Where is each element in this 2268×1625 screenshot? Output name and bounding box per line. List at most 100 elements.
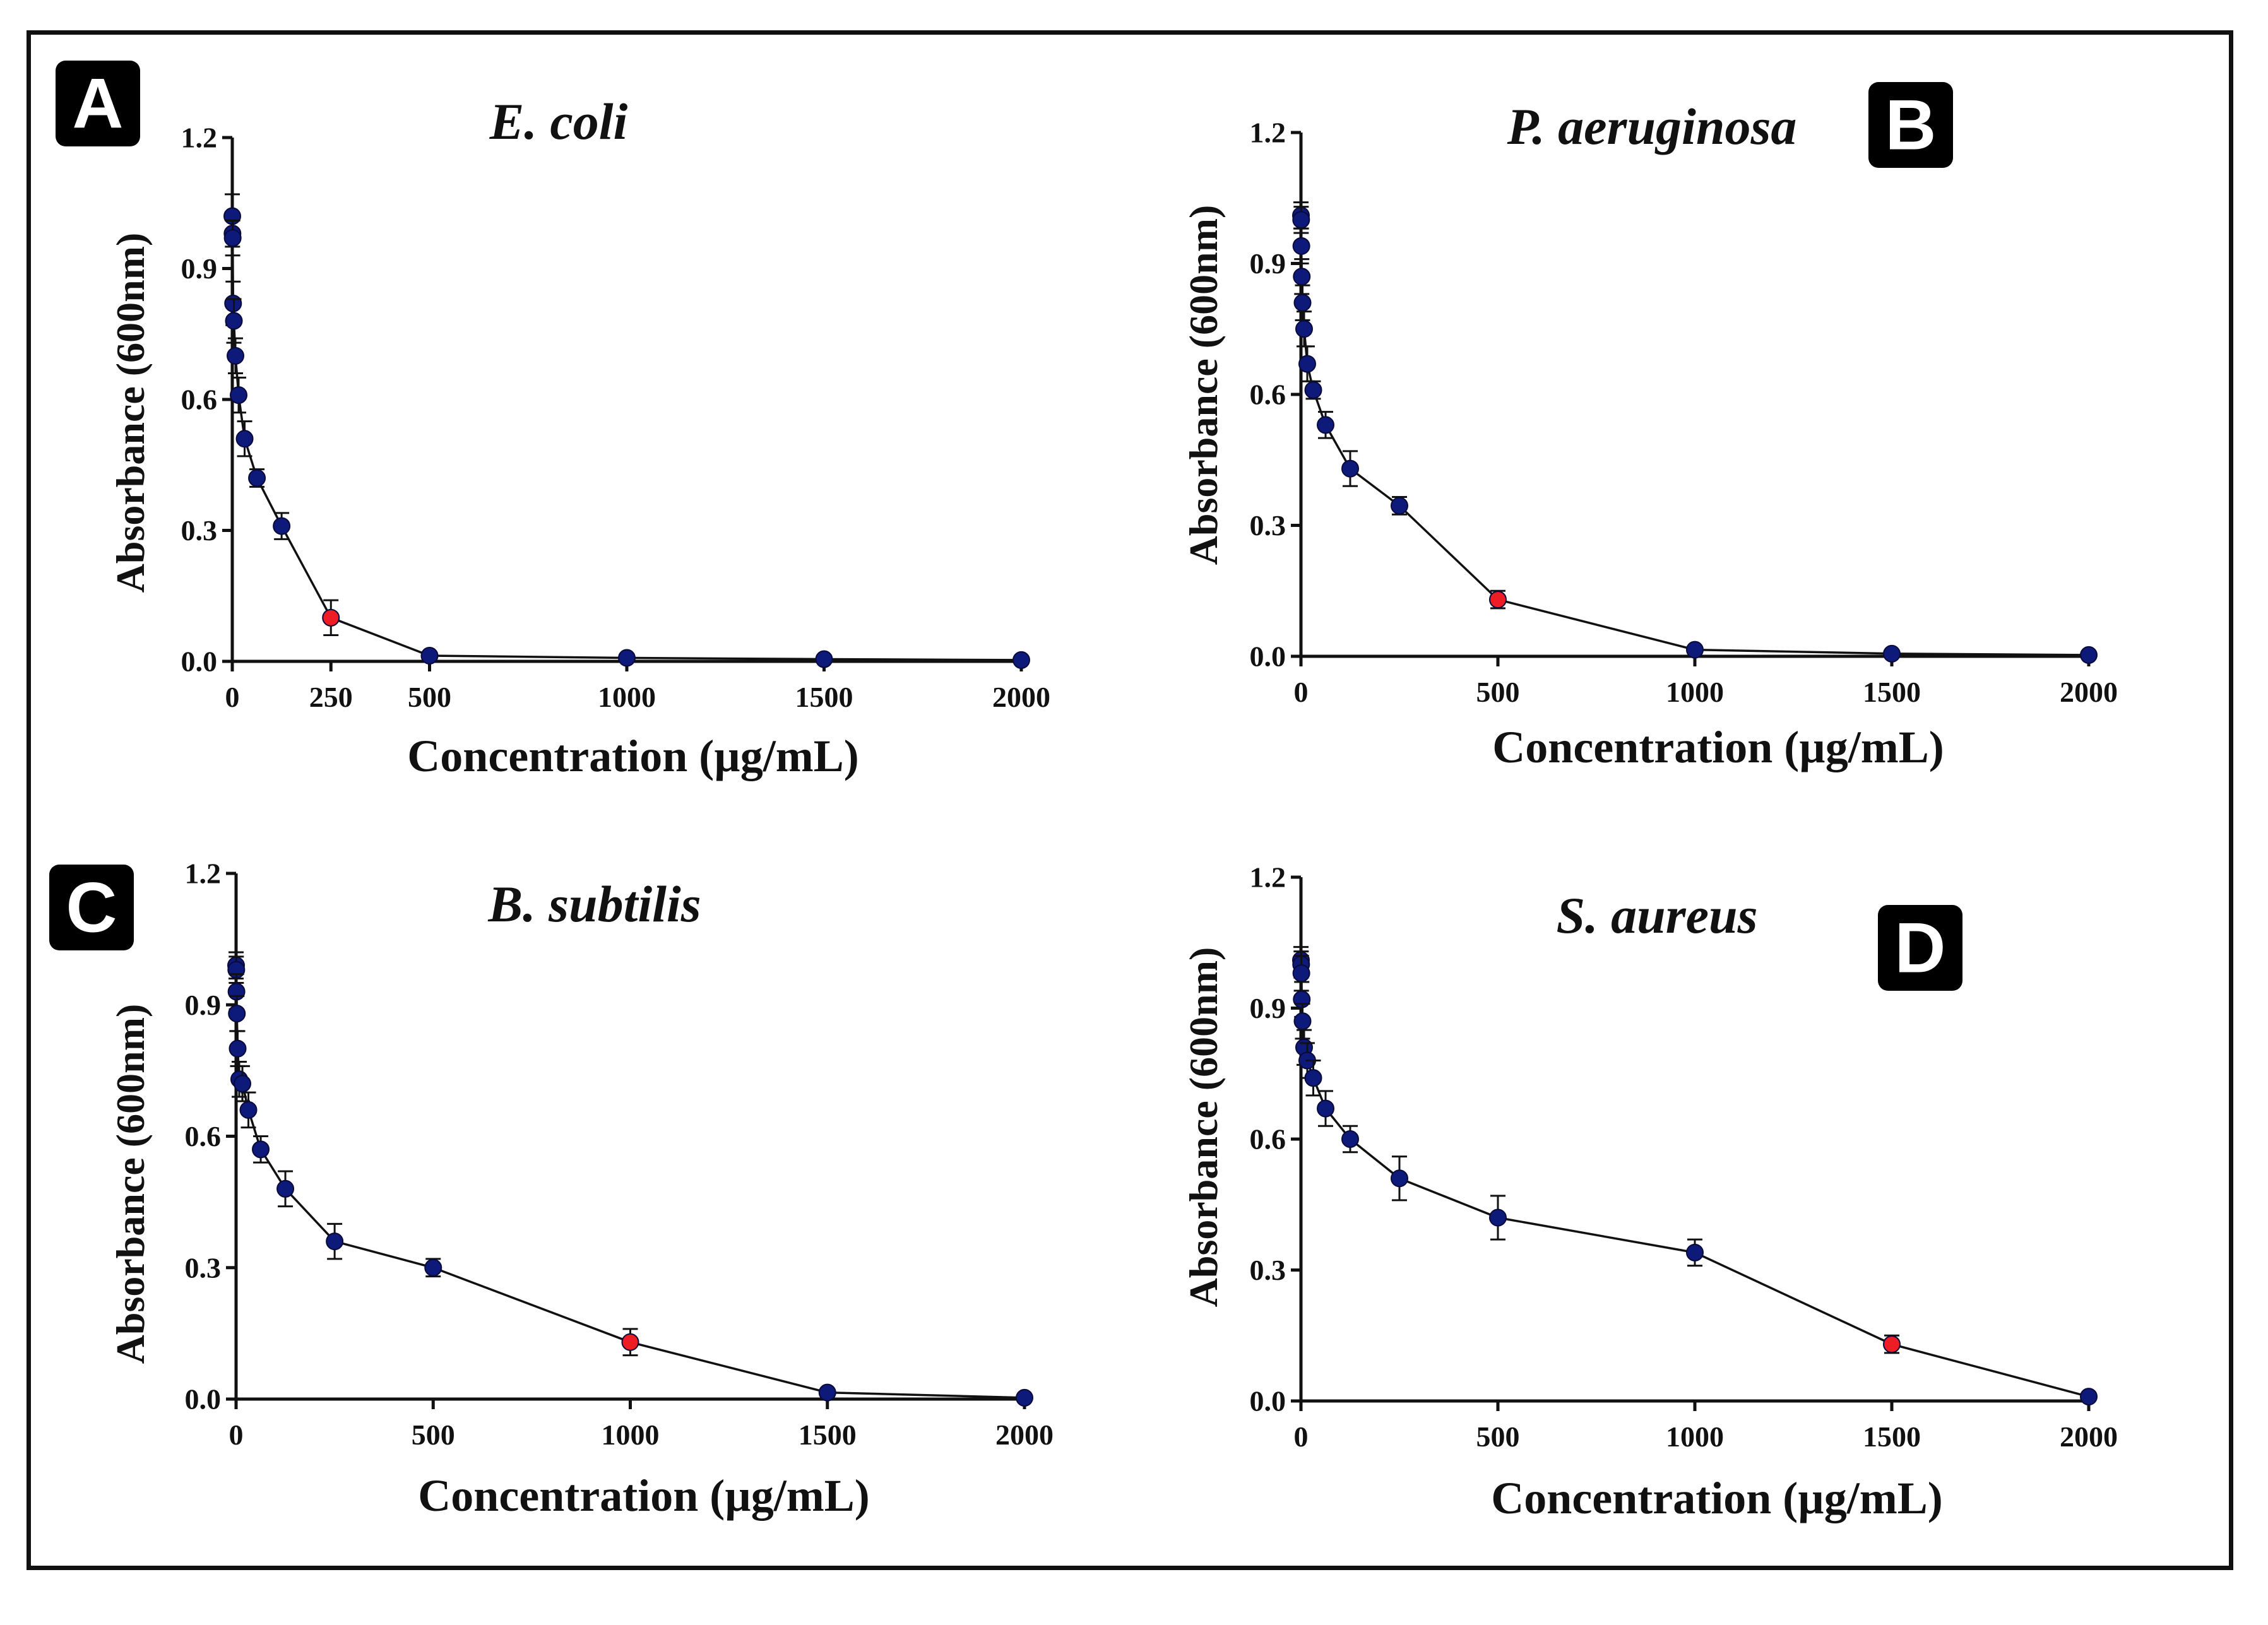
panel-a-xlabel: Concentration (µg/mL) bbox=[407, 731, 858, 781]
panel-b: B P. aeruginosa Concentration (µg/mL) Ab… bbox=[1181, 82, 2118, 772]
panel-a-series-line bbox=[231, 216, 1022, 661]
panel-d-data-point bbox=[1304, 1069, 1322, 1087]
panel-c-xtick-label: 2000 bbox=[995, 1419, 1054, 1451]
panel-b-data-point bbox=[1293, 293, 1312, 312]
figure-frame bbox=[27, 30, 2233, 1570]
panel-a-ytick-label: 0.9 bbox=[181, 252, 218, 285]
panel-b-badge-label: B bbox=[1885, 86, 1937, 165]
panel-a-title: E. coli bbox=[489, 93, 628, 150]
panel-c: C B. subtilis Concentration (µg/mL) Abso… bbox=[49, 858, 1054, 1521]
panel-a-ytick-label: 0.6 bbox=[181, 384, 218, 416]
panel-c-ytick-label: 0.0 bbox=[185, 1383, 222, 1415]
panel-b-data-point bbox=[1292, 237, 1310, 255]
panel-d-data-point bbox=[1686, 1243, 1704, 1262]
panel-c-xtick-label: 0 bbox=[229, 1419, 244, 1451]
panel-c-ylabel: Absorbance (600nm) bbox=[108, 1004, 153, 1364]
panel-a-data-point bbox=[225, 312, 243, 330]
panel-a-ylabel: Absorbance (600nm) bbox=[108, 233, 153, 593]
panel-d-ytick-label: 0.0 bbox=[1250, 1385, 1286, 1417]
panel-c-ytick-label: 0.6 bbox=[185, 1120, 222, 1152]
panel-b-data-point bbox=[2080, 646, 2098, 664]
panel-d-data-point bbox=[1391, 1169, 1408, 1188]
panel-d-series-line bbox=[1300, 960, 2089, 1398]
panel-b-mic-point bbox=[1489, 591, 1507, 609]
panel-d-data-point bbox=[1293, 1012, 1312, 1031]
panel-b-series-line bbox=[1300, 215, 2089, 656]
panel-d-data-point bbox=[1489, 1208, 1507, 1227]
panel-a-xtick-label: 0 bbox=[225, 681, 240, 713]
panel-b-xtick-label: 1000 bbox=[1666, 676, 1724, 708]
panel-a-badge bbox=[56, 61, 140, 146]
panel-a-xtick-label: 500 bbox=[408, 681, 451, 713]
panel-d-xtick-label: 0 bbox=[1294, 1421, 1309, 1453]
panel-d-data-point bbox=[1292, 964, 1310, 983]
panel-b-data-point bbox=[1295, 320, 1313, 338]
panel-c-ytick-label: 1.2 bbox=[185, 858, 222, 890]
panel-a-data-point bbox=[223, 229, 242, 247]
panel-c-xtick-label: 500 bbox=[412, 1419, 455, 1451]
panel-d-data-point bbox=[1317, 1099, 1334, 1118]
panel-b-data-point bbox=[1341, 459, 1359, 478]
panel-b-data-point bbox=[1298, 355, 1316, 373]
panel-c-xtick-label: 1500 bbox=[799, 1419, 857, 1451]
panel-a-mic-point bbox=[322, 608, 340, 627]
panel-d-ylabel: Absorbance (600nm) bbox=[1181, 947, 1226, 1308]
panel-b-ytick-label: 0.6 bbox=[1250, 379, 1286, 411]
panel-c-data-point bbox=[326, 1232, 344, 1251]
panel-c-ytick-label: 0.9 bbox=[185, 989, 222, 1021]
panel-b-xtick-label: 1500 bbox=[1863, 676, 1921, 708]
panel-b-data-point bbox=[1883, 644, 1901, 663]
panel-c-data-point bbox=[239, 1101, 258, 1119]
panel-b-ytick-label: 0.9 bbox=[1250, 247, 1286, 280]
panel-d-ytick-label: 1.2 bbox=[1250, 861, 1286, 894]
panel-a-ytick-label: 1.2 bbox=[181, 122, 218, 154]
panel-d-data-point bbox=[1341, 1130, 1359, 1148]
panel-a-data-point bbox=[227, 346, 244, 365]
panel-a-plot: 0.0 0.3 0.6 0.9 1.2 0 250 500 1000 1500 2000 bbox=[181, 122, 1051, 714]
panel-c-xlabel: Concentration (µg/mL) bbox=[418, 1470, 869, 1521]
panel-b-data-point bbox=[1304, 381, 1322, 399]
panel-d-title: S. aureus bbox=[1556, 887, 1757, 944]
panel-c-mic-point bbox=[621, 1333, 639, 1351]
panel-d-badge bbox=[1878, 905, 1962, 991]
panel-a-ytick-label: 0.0 bbox=[181, 646, 218, 678]
panel-b-ytick-label: 0.0 bbox=[1250, 641, 1286, 673]
panel-a-badge-label: A bbox=[73, 64, 124, 143]
panel-c-data-point bbox=[252, 1140, 270, 1159]
panel-d-ytick-label: 0.3 bbox=[1250, 1254, 1286, 1286]
panel-a-data-point bbox=[273, 517, 291, 535]
panel-c-data-point bbox=[228, 1005, 246, 1023]
panel-c-xtick-label: 1000 bbox=[602, 1419, 660, 1451]
panel-b-badge bbox=[1868, 82, 1953, 168]
panel-b-xtick-label: 500 bbox=[1476, 676, 1520, 708]
panel-a-data-point bbox=[235, 430, 254, 448]
panel-d-badge-label: D bbox=[1895, 909, 1946, 988]
panel-c-data-point bbox=[1016, 1388, 1033, 1407]
panel-c-data-point bbox=[229, 1039, 247, 1058]
panel-b-ytick-label: 0.3 bbox=[1250, 509, 1286, 541]
panel-b-title: P. aeruginosa bbox=[1507, 98, 1797, 155]
panel-a-xtick-label: 1000 bbox=[598, 681, 656, 713]
panel-b-ylabel: Absorbance (600nm) bbox=[1181, 205, 1226, 565]
panel-d-xtick-label: 1500 bbox=[1863, 1421, 1921, 1453]
panel-b-xtick-label: 2000 bbox=[2060, 676, 2118, 708]
panel-d: D S. aureus Concentration (µg/mL) Absorb… bbox=[1181, 861, 2118, 1524]
panel-a-xtick-label: 2000 bbox=[992, 681, 1050, 713]
panel-b-data-point bbox=[1292, 211, 1310, 229]
panel-a-data-point bbox=[248, 469, 266, 487]
panel-d-plot: 0.0 0.3 0.6 0.9 1.2 0 500 1000 1500 2000 bbox=[1250, 861, 2118, 1453]
panel-c-plot: 0.0 0.3 0.6 0.9 1.2 0 500 1000 1500 2000 bbox=[185, 858, 1054, 1451]
panel-a-xtick-label: 1500 bbox=[795, 681, 853, 713]
panel-a-data-point bbox=[618, 649, 636, 667]
panel-d-ytick-label: 0.9 bbox=[1250, 992, 1286, 1024]
panel-c-badge bbox=[49, 865, 134, 950]
panel-d-xtick-label: 1000 bbox=[1666, 1421, 1724, 1453]
panel-c-badge-label: C bbox=[66, 868, 117, 947]
panel-d-ytick-label: 0.6 bbox=[1250, 1123, 1286, 1155]
panel-c-data-point bbox=[424, 1258, 442, 1277]
panel-b-data-point bbox=[1391, 497, 1408, 515]
panel-a-data-point bbox=[1012, 651, 1030, 669]
panel-d-mic-point bbox=[1883, 1335, 1901, 1354]
panel-c-data-point bbox=[233, 1075, 251, 1093]
